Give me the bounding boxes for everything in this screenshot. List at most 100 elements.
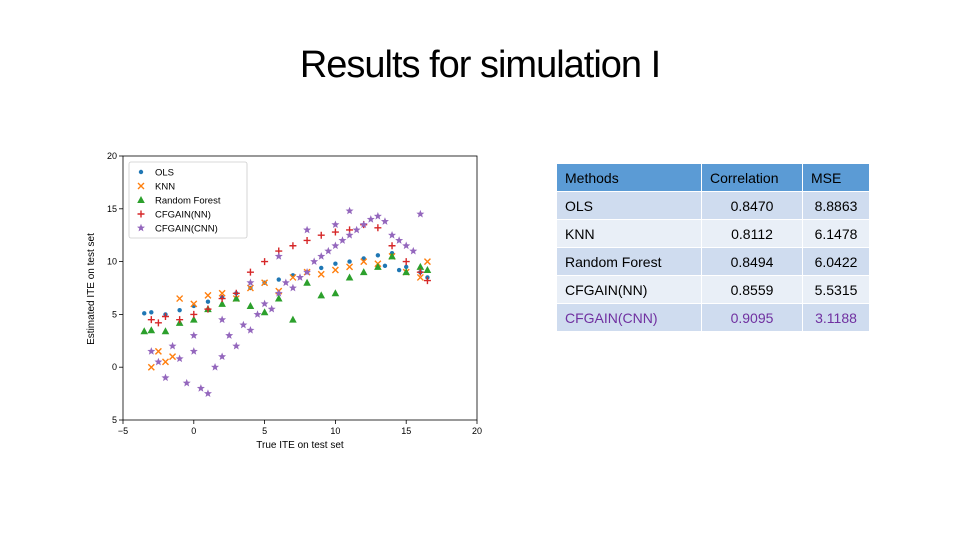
random-forest-point [402, 268, 410, 276]
x-tick-label: 10 [330, 426, 340, 436]
legend-label: OLS [155, 168, 174, 179]
knn-point [169, 353, 177, 361]
knn-point [261, 279, 269, 287]
knn-point [289, 273, 297, 281]
cfgain-cnn-point [239, 320, 248, 329]
cfgain-nn-point [154, 319, 162, 327]
cfgain-cnn-point [331, 241, 340, 250]
cfgain-nn-point [246, 268, 254, 276]
legend-marker [137, 182, 145, 190]
cfgain-nn-point [204, 305, 212, 313]
legend-marker [137, 223, 145, 232]
cfgain-nn-point [232, 289, 240, 297]
y-tick-label: 5 [112, 415, 117, 425]
header-mse: MSE [802, 163, 870, 192]
results-table: Methods Correlation MSE OLS 0.8470 8.886… [556, 163, 870, 332]
random-forest-point [218, 299, 226, 307]
knn-point [331, 266, 339, 274]
mse-cell: 6.0422 [802, 247, 870, 276]
cfgain-cnn-point [189, 347, 198, 355]
random-forest-point [232, 294, 241, 302]
legend-label: CFGAIN(NN) [155, 210, 211, 221]
cfgain-cnn-point [296, 273, 304, 281]
cfgain-cnn-point [303, 225, 312, 234]
ols-point [319, 265, 324, 271]
random-forest-point [190, 315, 198, 323]
table-row: OLS 0.8470 8.8863 [556, 191, 870, 220]
mse-cell: 8.8863 [802, 191, 870, 220]
cfgain-nn-point [416, 268, 424, 276]
y-tick-label: 20 [107, 151, 117, 161]
mse-cell: 6.1478 [802, 219, 870, 248]
ols-point [276, 277, 281, 282]
random-forest-point [359, 268, 368, 276]
cfgain-cnn-point [246, 278, 255, 287]
random-forest-point [289, 315, 297, 323]
legend-marker [137, 196, 145, 203]
x-tick-label: 20 [472, 426, 482, 436]
method-cell: KNN [556, 219, 702, 248]
cfgain-cnn-point [345, 231, 354, 239]
x-tick-label: −5 [118, 426, 128, 436]
knn-point [190, 300, 198, 308]
cfgain-cnn-point [274, 252, 283, 260]
knn-point [204, 291, 212, 299]
y-tick-label: 10 [107, 257, 117, 267]
correlation-cell: 0.8112 [701, 219, 803, 248]
knn-point [317, 270, 325, 278]
ols-point [177, 307, 182, 313]
cfgain-nn-point [176, 316, 184, 324]
mse-cell: 3.1188 [802, 303, 870, 332]
cfgain-cnn-point [253, 310, 262, 318]
cfgain-cnn-point [232, 341, 241, 350]
cfgain-cnn-point [267, 304, 276, 313]
cfgain-cnn-point [154, 357, 163, 366]
cfgain-cnn-point [225, 331, 234, 339]
cfgain-nn-point [331, 228, 339, 236]
method-cell: OLS [556, 191, 702, 220]
cfgain-nn-point [374, 224, 382, 232]
ols-point [375, 253, 381, 258]
cfgain-cnn-point [218, 352, 227, 361]
x-tick-label: 0 [191, 426, 196, 436]
cfgain-cnn-point [338, 236, 347, 244]
legend-label: Random Forest [155, 196, 221, 207]
ols-point [205, 299, 211, 304]
random-forest-point [260, 308, 269, 316]
random-forest-point [147, 326, 156, 334]
knn-point [154, 347, 162, 355]
knn-point [416, 273, 424, 281]
cfgain-nn-point [317, 231, 325, 239]
method-cell: CFGAIN(NN) [556, 275, 702, 304]
ols-point [396, 267, 402, 273]
table-header-row: Methods Correlation MSE [556, 163, 870, 192]
cfgain-cnn-point [317, 252, 326, 260]
knn-point [360, 258, 368, 266]
cfgain-nn-point [147, 316, 155, 324]
slide-title: Results for simulation I [299, 44, 661, 86]
cfgain-cnn-point [182, 378, 191, 387]
knn-point [423, 258, 431, 266]
y-tick-label: 0 [112, 362, 117, 372]
legend-marker [138, 169, 144, 175]
cfgain-cnn-point [175, 354, 184, 363]
method-cell: CFGAIN(CNN) [556, 303, 702, 332]
x-tick-label: 15 [401, 426, 411, 436]
cfgain-nn-point [261, 258, 269, 266]
cfgain-cnn-point [402, 241, 411, 250]
cfgain-cnn-point [409, 246, 418, 255]
header-methods: Methods [556, 163, 702, 192]
ols-point [149, 310, 154, 315]
cfgain-nn-point [289, 242, 297, 250]
cfgain-cnn-point [324, 246, 333, 255]
correlation-cell: 0.8559 [701, 275, 803, 304]
correlation-cell: 0.8494 [701, 247, 803, 276]
cfgain-nn-point [423, 277, 431, 285]
header-correlation: Correlation [701, 163, 803, 192]
cfgain-cnn-point [260, 299, 269, 308]
cfgain-cnn-point [211, 363, 220, 371]
legend-box [128, 161, 248, 239]
legend-label: CFGAIN(CNN) [155, 224, 218, 235]
knn-point [346, 263, 354, 271]
cfgain-cnn-point [388, 231, 397, 239]
